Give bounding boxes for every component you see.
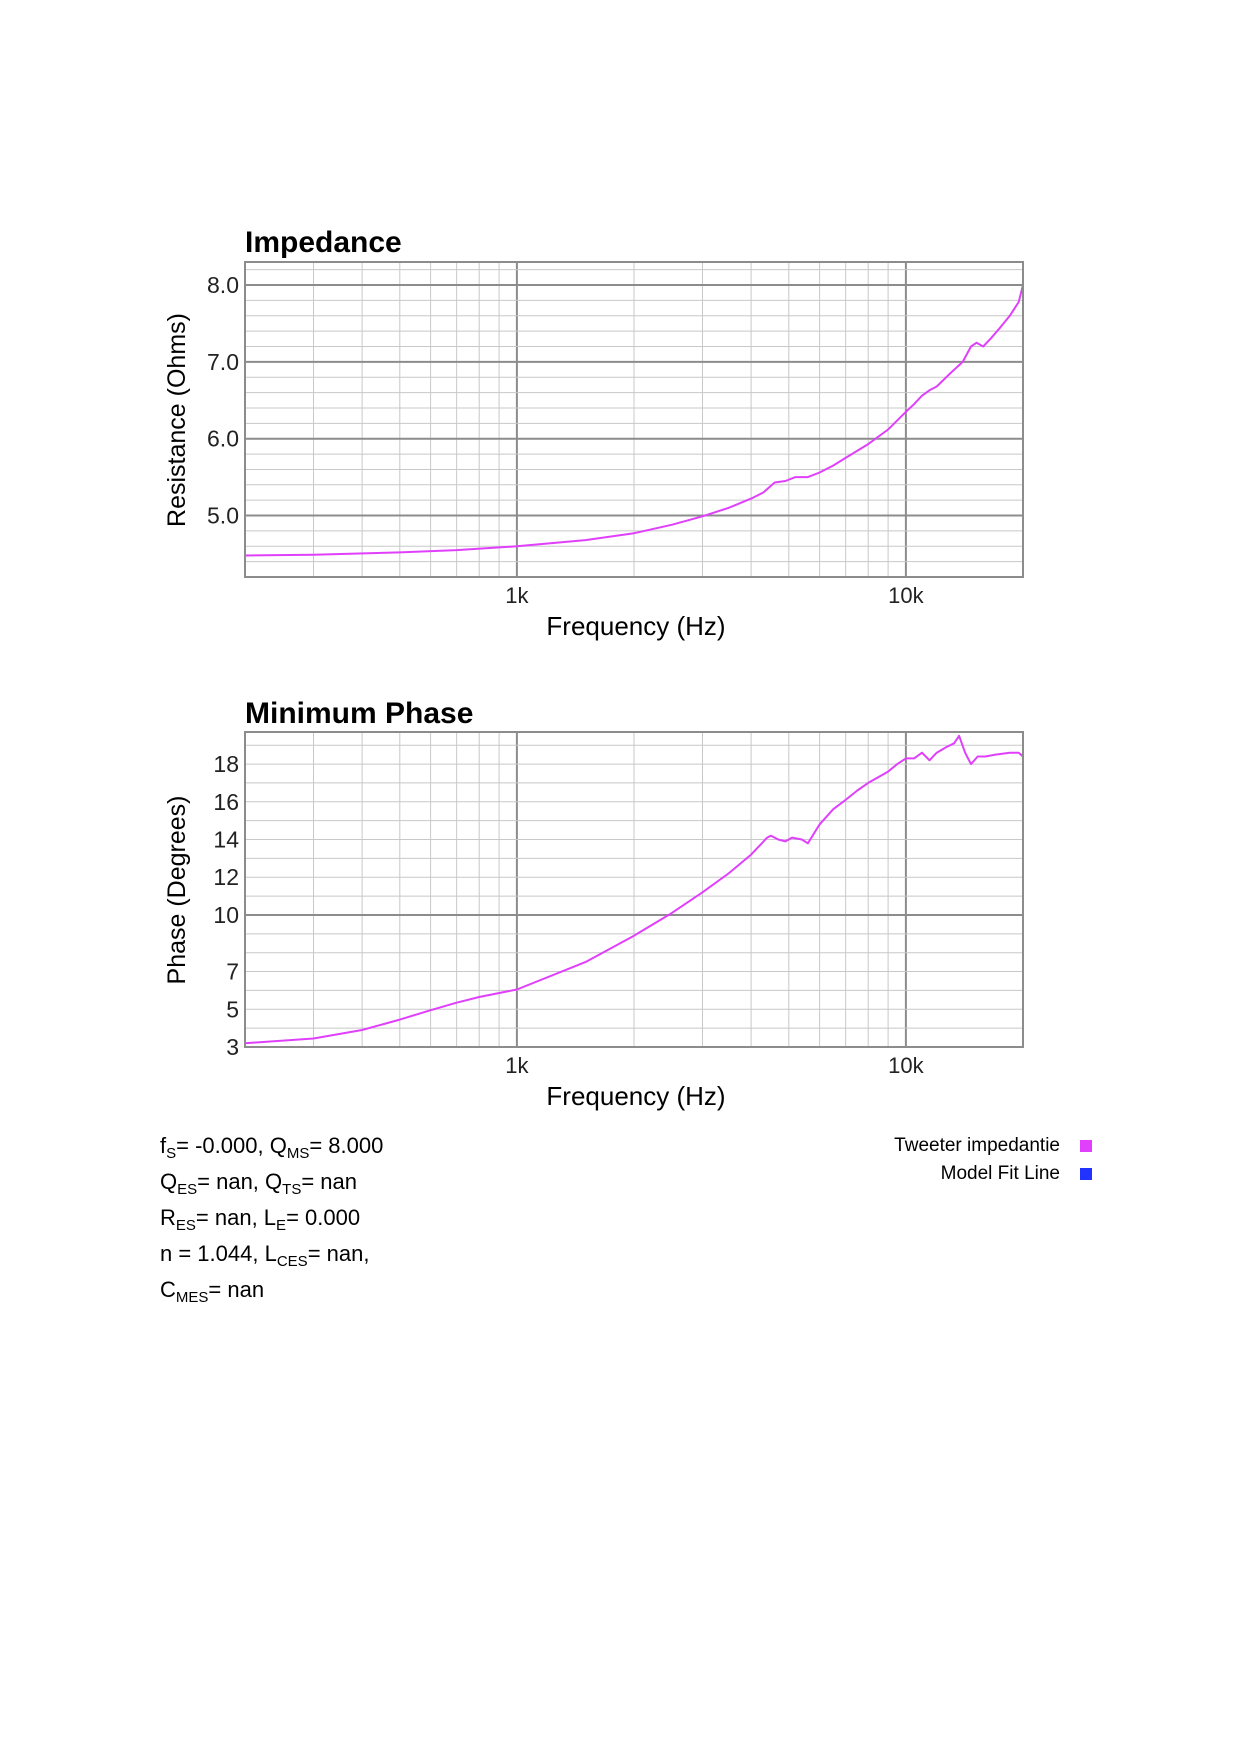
legend-swatch	[1080, 1168, 1092, 1180]
y-axis-label: Resistance (Ohms)	[163, 313, 191, 527]
x-tick-label: 1k	[505, 1053, 529, 1078]
cmes-value: = nan	[208, 1277, 265, 1302]
y-tick-label: 8.0	[207, 272, 239, 298]
series-line	[244, 284, 1024, 557]
y-axis-label: Phase (Degrees)	[163, 796, 191, 985]
legend-item: Model Fit Line	[800, 1160, 1092, 1188]
y-tick-label: 18	[213, 751, 239, 777]
x-tick-label: 1k	[505, 583, 529, 608]
chart-title: Impedance	[245, 226, 402, 259]
y-tick-label: 12	[213, 864, 239, 890]
impedance-chart: Impedance Resistance (Ohms) Frequency (H…	[163, 226, 1024, 641]
tick-labels: 3 5 7 10 12 14 16 18 1k 10k	[213, 751, 924, 1078]
res-value: = nan,	[195, 1205, 258, 1230]
series-layer	[244, 284, 1024, 557]
y-tick-label: 7.0	[207, 349, 239, 375]
param-line-5: CMES= nan	[160, 1277, 265, 1306]
series-line	[244, 734, 1024, 1045]
le-value: = 0.000	[286, 1205, 361, 1230]
plot-grid	[245, 262, 1023, 578]
n-value: n = 1.044,	[160, 1241, 259, 1266]
param-line-3: RES= nan, LE= 0.000	[160, 1205, 361, 1234]
fs-value: = -0.000,	[176, 1133, 264, 1158]
y-tick-label: 5.0	[207, 503, 239, 529]
phase-chart: Minimum Phase Phase (Degrees) Frequency …	[163, 697, 1024, 1111]
legend: Tweeter impedantie Model Fit Line	[800, 1132, 1092, 1188]
legend-label: Model Fit Line	[940, 1163, 1060, 1184]
x-tick-label: 10k	[888, 583, 924, 608]
series-layer	[244, 734, 1024, 1045]
param-line-2: QES= nan, QTS= nan	[160, 1169, 357, 1198]
plot-frame	[244, 731, 1024, 1048]
lces-value: = nan,	[307, 1241, 370, 1266]
qts-value: = nan	[301, 1169, 357, 1194]
y-tick-label: 6.0	[207, 426, 239, 452]
y-tick-label: 16	[213, 789, 239, 815]
x-tick-label: 10k	[888, 1053, 924, 1078]
x-axis-label: Frequency (Hz)	[546, 1081, 725, 1111]
chart-title: Minimum Phase	[245, 697, 473, 730]
plot-grid	[245, 732, 1023, 1048]
legend-item: Tweeter impedantie	[800, 1132, 1092, 1160]
y-tick-label: 5	[226, 996, 239, 1022]
legend-swatch	[1080, 1140, 1092, 1152]
x-axis-label: Frequency (Hz)	[546, 611, 725, 641]
tick-labels: 5.0 6.0 7.0 8.0 1k 10k	[207, 272, 925, 608]
param-line-1: fS= -0.000, QMS= 8.000	[160, 1133, 384, 1162]
qes-value: = nan,	[197, 1169, 259, 1194]
y-tick-label: 14	[213, 827, 239, 853]
y-tick-label: 10	[213, 902, 239, 928]
legend-label: Tweeter impedantie	[894, 1135, 1060, 1156]
y-tick-label: 7	[226, 959, 239, 985]
qms-value: = 8.000	[309, 1133, 384, 1158]
y-tick-label: 3	[226, 1034, 239, 1060]
param-line-4: n = 1.044, LCES= nan,	[160, 1241, 370, 1270]
plot-frame	[244, 261, 1024, 578]
ts-parameters: fS= -0.000, QMS= 8.000 QES= nan, QTS= na…	[160, 1128, 383, 1308]
